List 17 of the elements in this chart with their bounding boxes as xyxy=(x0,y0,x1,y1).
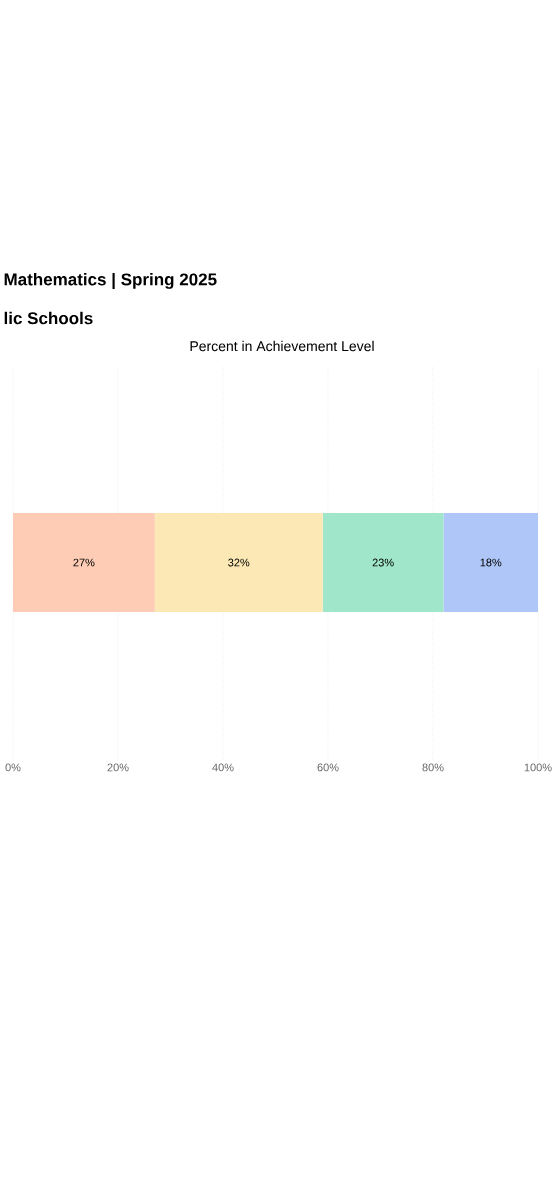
bar xyxy=(322,513,444,612)
x-tick-label: 60% xyxy=(317,763,339,772)
data-label: 32% xyxy=(228,558,250,567)
bar xyxy=(154,513,323,612)
x-tick-label: 40% xyxy=(212,763,234,772)
chart-subtitle: Mathematics | Spring 2025 xyxy=(4,272,217,290)
data-label: 27% xyxy=(73,558,95,567)
x-tick-label: 100% xyxy=(524,763,552,772)
data-label: 23% xyxy=(372,558,394,567)
bar xyxy=(443,513,538,612)
x-tick-label: 80% xyxy=(422,763,444,772)
data-label: 18% xyxy=(480,558,502,567)
chart-title: Percent in Achievement Level xyxy=(190,340,374,352)
text: lic Schools xyxy=(4,311,93,325)
x-tick-label: 20% xyxy=(107,763,129,772)
bar xyxy=(13,513,155,612)
x-tick-label: 0% xyxy=(5,763,21,772)
